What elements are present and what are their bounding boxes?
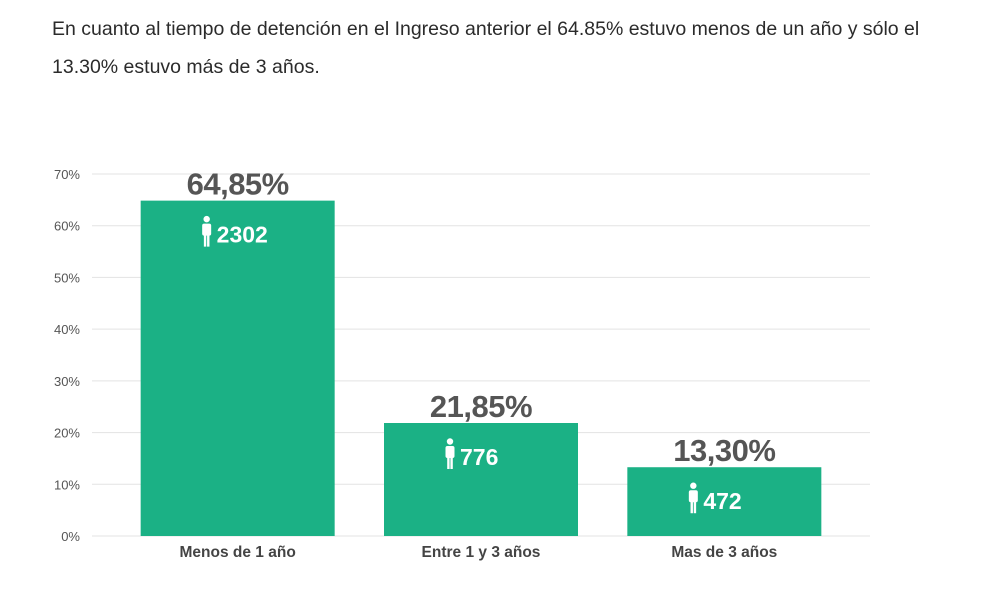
person-icon-head (690, 482, 697, 489)
person-icon-leg (203, 233, 207, 247)
count-label: 472 (703, 488, 741, 514)
person-icon (445, 438, 455, 470)
y-tick-label: 20% (54, 426, 80, 441)
y-tick-label: 30% (54, 374, 80, 389)
y-tick-label: 60% (54, 219, 80, 234)
bar (627, 467, 822, 536)
count-label: 2302 (217, 222, 268, 248)
labels: 64,85% 2302 Menos de 1 año 21,85% 776 Entre 1… (180, 167, 778, 561)
category-label: Entre 1 y 3 años (422, 544, 541, 561)
category-label: Menos de 1 año (180, 544, 296, 561)
y-axis: 0% 10% 20% 30% 40% 50% 60% 70% (54, 167, 80, 544)
person-icon-body (202, 223, 212, 236)
person-icon-leg (690, 500, 693, 514)
value-label: 64,85% (187, 167, 289, 202)
category-label: Mas de 3 años (671, 544, 777, 561)
y-tick-label: 50% (54, 270, 80, 285)
bars (140, 200, 822, 536)
person-icon-head (446, 438, 454, 445)
y-tick-label: 10% (54, 477, 80, 492)
person-icon (688, 482, 698, 514)
person-icon-leg (693, 500, 697, 514)
value-label: 21,85% (430, 389, 532, 424)
person-icon-body (688, 490, 698, 503)
intro-paragraph: En cuanto al tiempo de detención en el I… (52, 18, 920, 78)
bar (384, 423, 578, 536)
bar (140, 200, 335, 536)
person-icon-leg (447, 456, 450, 470)
y-tick-label: 70% (54, 167, 80, 182)
y-tick-label: 0% (61, 529, 80, 544)
y-tick-label: 40% (54, 322, 80, 337)
person-icon-head (203, 215, 210, 223)
count-label: 776 (460, 444, 498, 470)
person-icon-leg (207, 233, 210, 247)
person-icon (202, 215, 212, 247)
person-icon-leg (450, 456, 453, 470)
person-icon-body (445, 446, 455, 459)
value-label: 13,30% (673, 433, 775, 468)
